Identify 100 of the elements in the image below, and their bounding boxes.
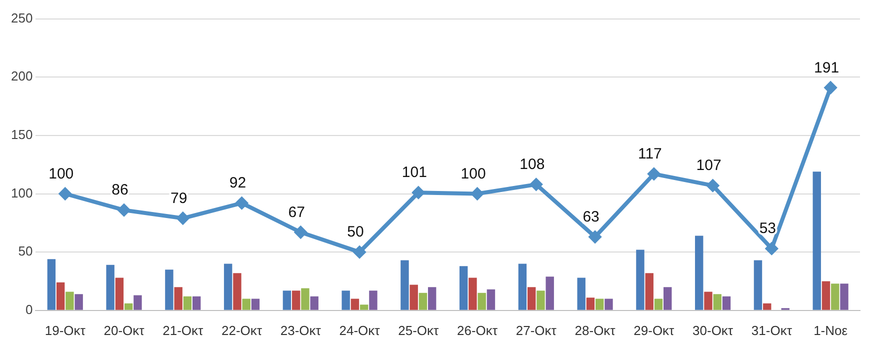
bar: [124, 303, 133, 310]
bar: [654, 298, 663, 310]
bar: [822, 281, 830, 310]
data-label: 67: [288, 204, 305, 221]
point: [236, 197, 248, 210]
data-label: 108: [520, 156, 545, 174]
x-tick-label: 26-Οκτ: [457, 322, 498, 338]
x-tick-label: 27-Οκτ: [516, 322, 558, 338]
bar: [754, 260, 762, 310]
data-label: 63: [582, 208, 600, 226]
bar: [56, 282, 65, 310]
bar: [763, 303, 772, 310]
x-tick-label: 28-Οκτ: [574, 322, 616, 338]
bar: [664, 287, 672, 310]
bar: [342, 290, 350, 310]
bar: [310, 296, 318, 310]
point: [589, 230, 602, 243]
y-tick-label: 250: [10, 10, 33, 26]
y-tick-label: 0: [25, 302, 33, 317]
bar: [369, 290, 378, 310]
point: [471, 188, 484, 200]
bar: [360, 304, 368, 310]
x-tick-label: 25-Οκτ: [398, 322, 440, 338]
bar: [604, 298, 613, 310]
x-tick-label: 31-Οκτ: [751, 322, 793, 338]
point: [706, 180, 719, 192]
point: [824, 82, 837, 94]
bar: [713, 294, 722, 310]
bar: [527, 287, 536, 310]
data-label: 101: [402, 164, 427, 182]
x-tick-label: 24-Οκτ: [339, 322, 381, 338]
y-tick-label: 50: [18, 244, 33, 259]
data-label: 191: [814, 59, 840, 76]
data-label: 117: [638, 146, 662, 163]
bar: [192, 296, 201, 310]
bar: [47, 259, 56, 310]
bar: [468, 278, 477, 310]
point: [59, 188, 72, 200]
bar: [428, 287, 436, 310]
bar: [174, 287, 182, 310]
bar: [183, 296, 192, 310]
point: [412, 186, 424, 199]
bar: [282, 290, 292, 310]
bar: [478, 292, 486, 310]
bar: [695, 236, 704, 310]
bar: [410, 284, 418, 310]
data-label: 107: [696, 157, 722, 174]
bar: [546, 276, 554, 310]
bar: [233, 273, 242, 310]
bar: [418, 292, 428, 310]
data-label: 86: [112, 182, 128, 199]
bar: [74, 294, 83, 310]
bar: [106, 264, 114, 310]
bar: [115, 278, 124, 310]
data-label: 50: [347, 224, 364, 241]
bar: [350, 298, 360, 310]
bar: [812, 172, 821, 310]
bar: [536, 290, 545, 310]
x-tick-label: 23-Οκτ: [280, 322, 322, 338]
data-label: 53: [759, 220, 776, 238]
y-tick-label: 150: [10, 127, 33, 142]
data-label: 100: [460, 165, 486, 182]
point: [118, 204, 130, 216]
data-label: 92: [229, 174, 246, 192]
bar: [636, 250, 644, 310]
x-tick-label: 1-Νοε: [814, 322, 848, 338]
bar: [577, 278, 586, 310]
bar: [301, 288, 310, 310]
x-tick-label: 22-Οκτ: [221, 322, 263, 338]
bar: [66, 292, 74, 310]
bar: [292, 290, 300, 310]
bar: [165, 270, 174, 310]
bar: [518, 264, 527, 310]
bar: [840, 284, 848, 310]
bar: [645, 273, 654, 310]
x-tick-label: 20-Οκτ: [104, 322, 146, 338]
point: [294, 226, 307, 238]
bar: [251, 298, 260, 310]
x-tick-label: 21-Οκτ: [162, 322, 204, 338]
bar: [134, 295, 142, 310]
x-tick-label: 29-Οκτ: [634, 322, 676, 338]
bar: [224, 264, 232, 310]
point: [766, 242, 778, 255]
point: [176, 212, 189, 224]
bar: [831, 284, 840, 310]
bar: [242, 298, 250, 310]
point: [648, 168, 660, 180]
bar: [459, 266, 468, 310]
bar: [722, 296, 731, 310]
bar: [596, 298, 604, 310]
data-label: 100: [48, 165, 74, 182]
x-tick-label: 19-Οκτ: [44, 322, 86, 338]
bar: [400, 260, 409, 310]
bar: [586, 298, 595, 310]
bar: [486, 289, 496, 310]
point: [530, 178, 542, 190]
data-label: 79: [170, 190, 188, 207]
bar: [704, 292, 712, 310]
x-tick-label: 30-Οκτ: [692, 322, 734, 338]
y-tick-label: 200: [10, 68, 33, 84]
